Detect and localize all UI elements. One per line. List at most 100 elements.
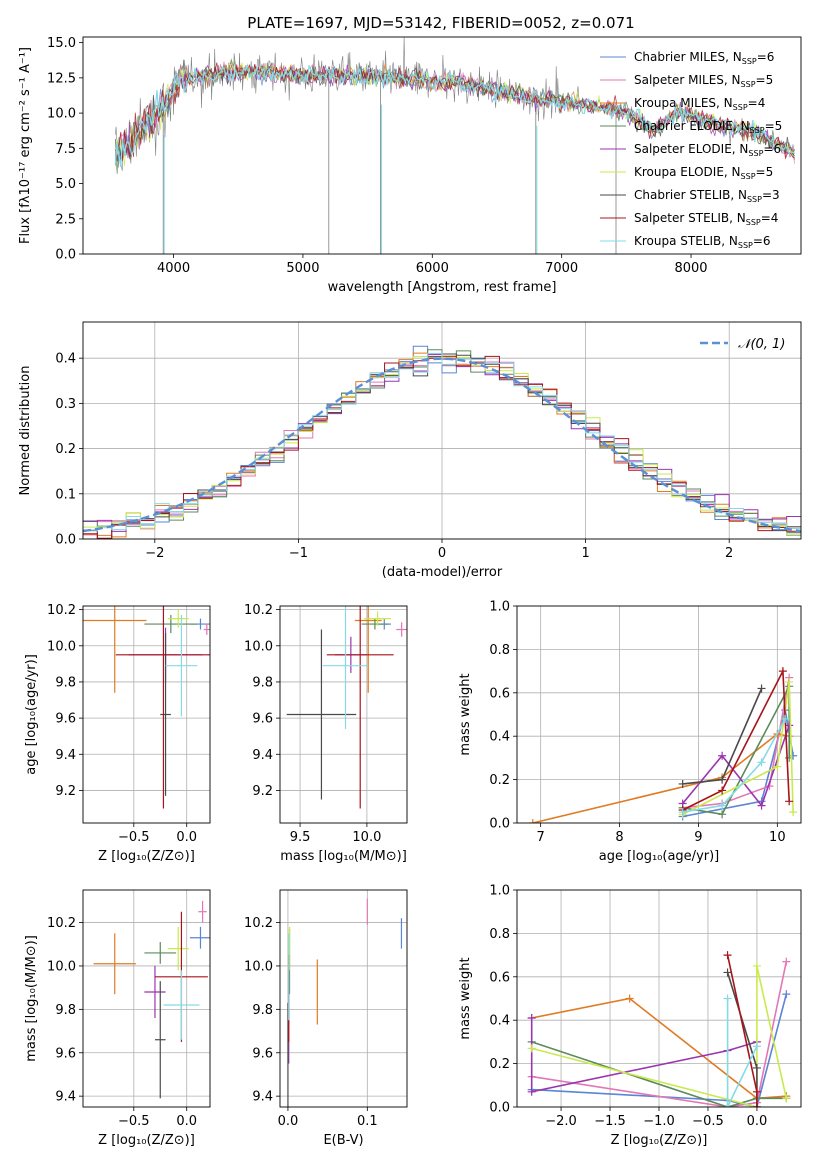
y-tick-label: 1.0 (489, 600, 510, 615)
legend-subscript: SSP (748, 149, 763, 158)
y-tick-label: 0.3 (55, 397, 76, 412)
legend-subscript: SSP (750, 126, 765, 135)
axes-frame (279, 889, 408, 1108)
data-point (144, 615, 198, 634)
legend-label: Kroupa STELIB, N (634, 234, 738, 248)
x-tick-label: 0.0 (176, 830, 197, 845)
legend-value: =4 (748, 96, 766, 110)
data-point (163, 970, 200, 1040)
y-tick-label: 0.0 (55, 533, 76, 548)
data-point (364, 611, 391, 626)
legend-subscript: SSP (746, 218, 761, 227)
x-axis-label: Z [log₁₀(Z/Z⊙)] (611, 1133, 708, 1148)
data-point (167, 926, 189, 971)
y-tick-label: 9.2 (252, 784, 273, 799)
y-tick-label: 9.8 (55, 1003, 76, 1018)
legend-entry: Salpeter ELODIE, NSSP=6 (634, 142, 781, 158)
legend-label: Chabrier STELIB, N (634, 188, 747, 202)
weight-marker (782, 1094, 791, 1103)
y-tick-label: 2.5 (55, 212, 76, 227)
x-tick-label: 0.0 (747, 1114, 768, 1129)
x-tick-label: −2 (145, 546, 164, 561)
normal-legend: 𝒩(0, 1) (700, 337, 785, 352)
weight-marker (723, 1103, 732, 1107)
legend-entry: Chabrier STELIB, NSSP=3 (634, 188, 780, 204)
axes-frame (82, 36, 802, 255)
data-point (396, 622, 407, 637)
data-point (361, 618, 389, 630)
weight-marker (785, 797, 794, 806)
normal-curve (83, 357, 801, 533)
figure-title: PLATE=1697, MJD=53142, FIBERID=0052, z=0… (247, 14, 634, 32)
weight-marker (718, 801, 727, 810)
x-tick-label: 9.5 (290, 830, 311, 845)
x-axis-label: mass [log₁₀(M/M⊙)] (280, 849, 407, 864)
legend-value: =3 (762, 188, 780, 202)
plot-area (280, 606, 407, 823)
legend-entry: Kroupa ELODIE, NSSP=5 (634, 165, 773, 181)
axes-frame (82, 889, 211, 1108)
x-tick-label: 10 (769, 830, 786, 845)
panel-age_vs_mass: 9.5 10.0 9.2 9.4 9.6 9.8 10.0 10.2 mass [log₁₀(M… (244, 603, 408, 864)
weight-line (726, 998, 758, 1107)
legend-subscript: SSP (738, 241, 753, 250)
x-tick-label: 7 (537, 830, 545, 845)
y-tick-label: 10.2 (244, 916, 273, 931)
y-tick-label: 0.6 (489, 686, 510, 701)
y-tick-label: 10.2 (244, 603, 273, 618)
weight-marker (527, 1044, 536, 1053)
x-axis-label: (data-model)/error (382, 565, 503, 580)
panel-spectrum: 4000 5000 6000 7000 8000 0.0 2.5 5.0 7.5 10.0 12.5… (18, 36, 802, 295)
axes-frame (516, 889, 802, 1108)
weight-marker (527, 1014, 536, 1023)
y-tick-label: 7.5 (55, 142, 76, 157)
data-point (203, 624, 210, 635)
plot-area (83, 890, 210, 1107)
y-tick-label: 10.0 (244, 959, 273, 974)
plot-area (83, 322, 801, 539)
x-tick-label: 2 (725, 546, 733, 561)
y-tick-label: 9.4 (252, 748, 273, 763)
x-tick-label: 8000 (674, 261, 707, 276)
legend-value: =5 (765, 119, 783, 133)
y-tick-label: 0.4 (55, 352, 76, 367)
x-tick-label: 7000 (545, 261, 578, 276)
data-point (189, 926, 210, 949)
y-tick-label: 9.4 (55, 1090, 76, 1105)
axes-frame (82, 321, 802, 540)
y-tick-label: 0.1 (55, 487, 76, 502)
legend-subscript: SSP (747, 195, 762, 204)
weight-marker (752, 1087, 761, 1096)
weight-marker (757, 684, 766, 693)
weight-marker (785, 677, 794, 686)
model-line (114, 62, 795, 168)
weight-marker (757, 758, 766, 767)
weight-marker (718, 751, 727, 760)
y-tick-label: 10.0 (47, 639, 76, 654)
legend-entry: Kroupa STELIB, NSSP=6 (634, 234, 771, 250)
y-tick-label: 15.0 (47, 36, 76, 51)
x-tick-label: −1.5 (594, 1114, 626, 1129)
weight-line (532, 733, 790, 823)
y-tick-label: 12.5 (47, 71, 76, 86)
plot-area (517, 890, 801, 1107)
legend-entry: Kroupa MILES, NSSP=4 (634, 96, 765, 112)
y-tick-label: 9.6 (55, 1046, 76, 1061)
weight-marker (782, 990, 791, 999)
weight-line (531, 965, 788, 1107)
weight-marker (752, 1103, 761, 1107)
legend-value: =6 (763, 142, 781, 156)
weight-marker (625, 994, 634, 1003)
legend-entry: Chabrier MILES, NSSP=6 (634, 50, 774, 66)
y-tick-label: 9.2 (55, 784, 76, 799)
data-point (198, 900, 207, 923)
legend-label: Kroupa MILES, N (634, 96, 733, 110)
x-tick-label: 9 (694, 830, 702, 845)
legend-label: Salpeter STELIB, N (634, 211, 746, 225)
legend-entry: Chabrier ELODIE, NSSP=5 (634, 119, 782, 135)
x-tick-label: −1 (289, 546, 308, 561)
x-tick-label: 5000 (286, 261, 319, 276)
panel-mass_vs_ebv: 0.0 0.1 9.4 9.6 9.8 10.0 10.2 E(B-V) (244, 889, 408, 1148)
